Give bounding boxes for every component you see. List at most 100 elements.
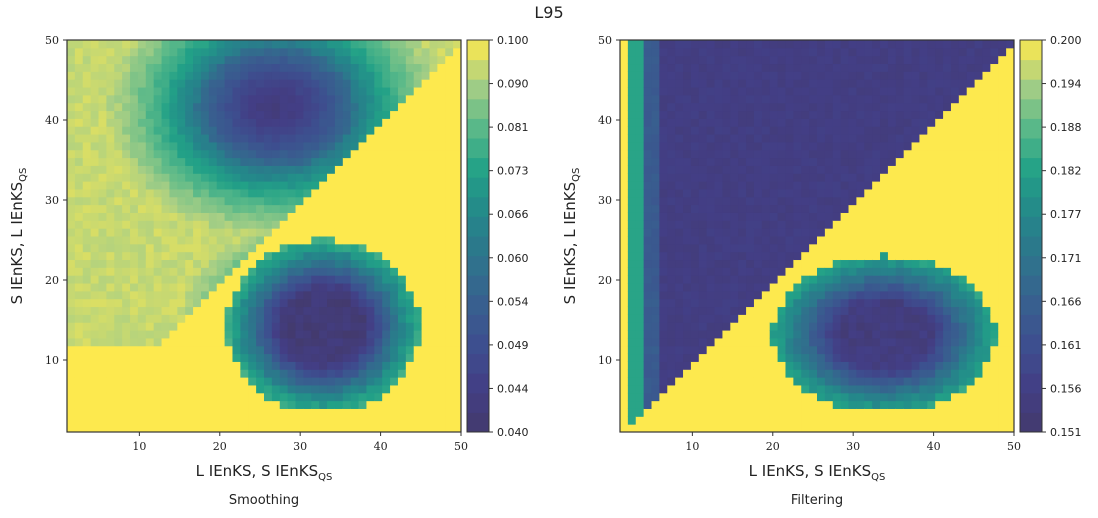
heatmap-cell bbox=[264, 47, 273, 57]
heatmap-cell bbox=[887, 126, 897, 135]
heatmap-cell bbox=[856, 416, 865, 425]
heatmap-cell bbox=[730, 369, 739, 378]
heatmap-cell bbox=[880, 353, 889, 362]
heatmap-cell bbox=[421, 251, 430, 261]
heatmap-cell bbox=[82, 416, 92, 425]
heatmap-cell bbox=[848, 392, 857, 402]
colorbar-swatch bbox=[467, 118, 489, 139]
heatmap-cell bbox=[327, 369, 336, 378]
heatmap-cell bbox=[848, 47, 857, 57]
heatmap-cell bbox=[635, 424, 645, 433]
heatmap-cell bbox=[958, 267, 968, 276]
heatmap-cell bbox=[746, 212, 755, 221]
heatmap-cell bbox=[177, 173, 186, 182]
heatmap-cell bbox=[974, 298, 983, 308]
heatmap-cell bbox=[706, 196, 716, 206]
heatmap-cell bbox=[974, 424, 983, 433]
heatmap-cell bbox=[643, 416, 653, 425]
heatmap-cell bbox=[801, 79, 810, 88]
heatmap-cell bbox=[840, 330, 850, 339]
heatmap-cell bbox=[153, 47, 163, 57]
heatmap-cell bbox=[169, 314, 178, 323]
heatmap-cell bbox=[382, 408, 391, 417]
heatmap-cell bbox=[974, 55, 983, 65]
heatmap-cell bbox=[683, 259, 692, 268]
heatmap-cell bbox=[106, 141, 115, 151]
heatmap-cell bbox=[137, 79, 147, 88]
heatmap-cell bbox=[90, 47, 100, 57]
heatmap-cell bbox=[675, 298, 684, 308]
heatmap-cell bbox=[935, 275, 944, 284]
heatmap-cell bbox=[848, 220, 857, 229]
heatmap-cell bbox=[342, 236, 352, 245]
heatmap-cell bbox=[169, 392, 178, 402]
heatmap-cell bbox=[311, 251, 320, 261]
heatmap-cell bbox=[264, 204, 273, 213]
heatmap-cell bbox=[887, 353, 897, 362]
heatmap-cell bbox=[824, 353, 834, 362]
heatmap-cell bbox=[114, 157, 123, 166]
heatmap-cell bbox=[659, 259, 668, 268]
heatmap-cell bbox=[659, 283, 668, 292]
smoothing-heatmap bbox=[67, 40, 462, 433]
heatmap-cell bbox=[224, 400, 233, 409]
heatmap-cell bbox=[137, 400, 147, 409]
heatmap-cell bbox=[421, 243, 430, 253]
heatmap-cell bbox=[295, 377, 304, 386]
heatmap-cell bbox=[903, 71, 913, 80]
heatmap-cell bbox=[216, 94, 226, 104]
heatmap-cell bbox=[935, 47, 944, 57]
heatmap-cell bbox=[114, 306, 123, 315]
colorbar-swatch bbox=[467, 412, 489, 433]
heatmap-cell bbox=[319, 204, 328, 213]
heatmap-cell bbox=[950, 173, 960, 182]
heatmap-cell bbox=[974, 181, 983, 190]
heatmap-cell bbox=[738, 212, 747, 221]
heatmap-cell bbox=[342, 400, 352, 409]
heatmap-cell bbox=[232, 275, 241, 284]
heatmap-cell bbox=[753, 141, 763, 151]
heatmap-cell bbox=[232, 141, 241, 151]
heatmap-cell bbox=[777, 236, 786, 245]
heatmap-cell bbox=[974, 228, 983, 237]
heatmap-cell bbox=[659, 236, 668, 245]
heatmap-cell bbox=[840, 188, 850, 198]
heatmap-cell bbox=[90, 298, 100, 308]
heatmap-cell bbox=[232, 424, 241, 433]
heatmap-cell bbox=[287, 259, 297, 268]
heatmap-cell bbox=[224, 408, 233, 417]
heatmap-cell bbox=[643, 369, 653, 378]
heatmap-cell bbox=[287, 330, 297, 339]
heatmap-cell bbox=[342, 126, 352, 135]
heatmap-cell bbox=[161, 134, 170, 143]
heatmap-cell bbox=[177, 220, 186, 229]
heatmap-cell bbox=[232, 267, 241, 276]
heatmap-cell bbox=[311, 102, 320, 112]
heatmap-cell bbox=[295, 63, 304, 72]
heatmap-cell bbox=[919, 126, 928, 135]
heatmap-cell bbox=[990, 353, 999, 362]
heatmap-cell bbox=[927, 361, 936, 370]
heatmap-cell bbox=[801, 353, 810, 362]
heatmap-cell bbox=[405, 126, 415, 135]
heatmap-cell bbox=[974, 416, 983, 425]
heatmap-cell bbox=[74, 243, 84, 253]
heatmap-cell bbox=[90, 384, 100, 394]
colorbar-swatch bbox=[467, 294, 489, 315]
heatmap-cell bbox=[935, 408, 944, 417]
heatmap-cell bbox=[366, 416, 375, 425]
heatmap-cell bbox=[224, 283, 233, 292]
heatmap-cell bbox=[200, 322, 210, 331]
heatmap-cell bbox=[421, 63, 430, 72]
heatmap-cell bbox=[809, 369, 818, 378]
heatmap-cell bbox=[982, 110, 991, 119]
heatmap-cell bbox=[793, 353, 802, 362]
heatmap-cell bbox=[880, 408, 889, 417]
heatmap-cell bbox=[145, 267, 155, 276]
heatmap-cell bbox=[911, 87, 920, 96]
heatmap-cell bbox=[224, 322, 233, 331]
heatmap-cell bbox=[887, 157, 897, 166]
heatmap-cell bbox=[635, 408, 645, 417]
heatmap-cell bbox=[445, 212, 454, 221]
heatmap-cell bbox=[145, 87, 155, 96]
